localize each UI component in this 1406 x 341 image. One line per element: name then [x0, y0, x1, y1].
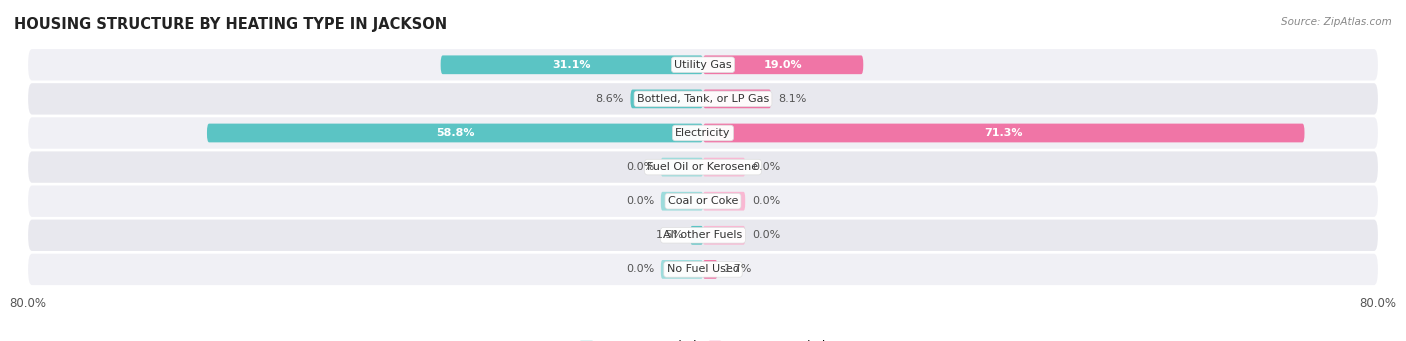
Text: Source: ZipAtlas.com: Source: ZipAtlas.com [1281, 17, 1392, 27]
Text: No Fuel Used: No Fuel Used [666, 264, 740, 275]
FancyBboxPatch shape [28, 117, 1378, 149]
FancyBboxPatch shape [28, 186, 1378, 217]
Text: 0.0%: 0.0% [626, 196, 654, 206]
FancyBboxPatch shape [703, 56, 863, 74]
FancyBboxPatch shape [28, 83, 1378, 115]
Text: 58.8%: 58.8% [436, 128, 474, 138]
Text: All other Fuels: All other Fuels [664, 230, 742, 240]
Text: 0.0%: 0.0% [626, 264, 654, 275]
FancyBboxPatch shape [690, 226, 703, 245]
Text: Coal or Coke: Coal or Coke [668, 196, 738, 206]
FancyBboxPatch shape [661, 260, 703, 279]
Text: Electricity: Electricity [675, 128, 731, 138]
Text: Bottled, Tank, or LP Gas: Bottled, Tank, or LP Gas [637, 94, 769, 104]
Text: 19.0%: 19.0% [763, 60, 803, 70]
Text: 1.7%: 1.7% [724, 264, 752, 275]
Text: 0.0%: 0.0% [752, 230, 780, 240]
FancyBboxPatch shape [661, 192, 703, 210]
Text: 8.6%: 8.6% [595, 94, 624, 104]
Text: HOUSING STRUCTURE BY HEATING TYPE IN JACKSON: HOUSING STRUCTURE BY HEATING TYPE IN JAC… [14, 17, 447, 32]
FancyBboxPatch shape [440, 56, 703, 74]
FancyBboxPatch shape [703, 260, 717, 279]
Text: 71.3%: 71.3% [984, 128, 1024, 138]
Text: Utility Gas: Utility Gas [675, 60, 731, 70]
FancyBboxPatch shape [703, 158, 745, 176]
Text: 0.0%: 0.0% [752, 162, 780, 172]
Text: 0.0%: 0.0% [626, 162, 654, 172]
Text: 1.5%: 1.5% [655, 230, 683, 240]
Text: Fuel Oil or Kerosene: Fuel Oil or Kerosene [647, 162, 759, 172]
Text: 31.1%: 31.1% [553, 60, 591, 70]
FancyBboxPatch shape [630, 89, 703, 108]
FancyBboxPatch shape [703, 192, 745, 210]
FancyBboxPatch shape [661, 158, 703, 176]
FancyBboxPatch shape [28, 49, 1378, 80]
Text: 0.0%: 0.0% [752, 196, 780, 206]
FancyBboxPatch shape [28, 220, 1378, 251]
FancyBboxPatch shape [28, 254, 1378, 285]
Legend: Owner-occupied, Renter-occupied: Owner-occupied, Renter-occupied [579, 340, 827, 341]
FancyBboxPatch shape [207, 123, 703, 143]
FancyBboxPatch shape [28, 151, 1378, 183]
FancyBboxPatch shape [703, 89, 772, 108]
Text: 8.1%: 8.1% [778, 94, 807, 104]
FancyBboxPatch shape [703, 123, 1305, 143]
FancyBboxPatch shape [703, 226, 745, 245]
